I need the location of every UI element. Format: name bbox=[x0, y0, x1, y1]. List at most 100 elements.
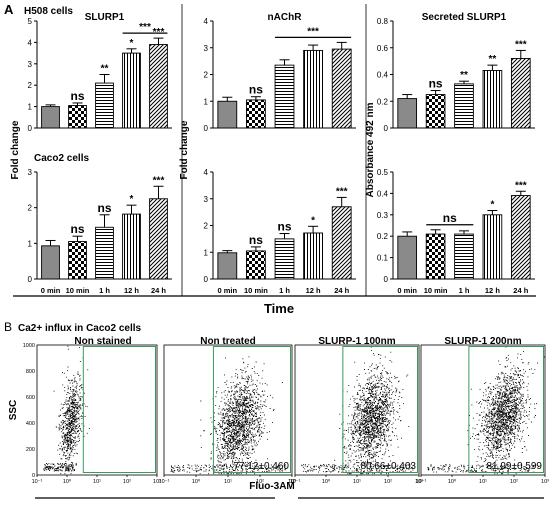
bracket-label: *** bbox=[307, 26, 319, 37]
y-tick-label: 5 bbox=[28, 17, 33, 26]
significance-label: ns bbox=[70, 222, 84, 236]
plot-frame bbox=[420, 344, 546, 476]
x-tick-label: 10¹ bbox=[93, 479, 101, 485]
bar-chart-6: 0 0.1 0.2 0.3 0.4 0.5 0 min 10 min 1 h * 12 h *** 24… bbox=[377, 168, 535, 295]
significance-label: *** bbox=[153, 175, 165, 186]
bar-10-min bbox=[68, 105, 87, 129]
panel-a-letter: A bbox=[4, 2, 14, 17]
category-label: 0 min bbox=[218, 286, 238, 295]
y-tick-label: 3 bbox=[28, 60, 33, 69]
significance-label: ns bbox=[249, 233, 263, 247]
x-tick-label: 10¹ bbox=[353, 479, 361, 485]
fluo-label: Fluo-3AM bbox=[249, 481, 295, 492]
y-tick-label: 2 bbox=[204, 71, 209, 80]
significance-label: * bbox=[130, 194, 134, 205]
y-tick-label: 0 bbox=[384, 124, 389, 133]
bar-12-h bbox=[482, 70, 503, 129]
category-label: 24 h bbox=[334, 286, 349, 295]
gate-box bbox=[468, 346, 545, 473]
category-label: 1 h bbox=[279, 286, 290, 295]
bar-12-h bbox=[303, 49, 323, 129]
y-tick-label: 0.1 bbox=[377, 254, 389, 263]
x-tick-label: 10³ bbox=[288, 479, 296, 485]
gate-box bbox=[212, 346, 291, 473]
gate-percentage: 81.99±0.599 bbox=[486, 461, 542, 472]
y-tick-label: 1000 bbox=[23, 343, 35, 349]
bar-24-h bbox=[149, 44, 168, 129]
plot-title: Non treated bbox=[200, 336, 256, 347]
bar-12-h bbox=[482, 214, 503, 280]
category-label: 12 h bbox=[124, 286, 139, 295]
bar-10-min bbox=[68, 241, 87, 280]
significance-label: ns bbox=[249, 83, 263, 97]
y-tick-label: 2 bbox=[28, 204, 33, 213]
significance-label: ** bbox=[489, 54, 497, 65]
x-tick-label: 10⁻¹ bbox=[32, 479, 43, 485]
bar-10-min bbox=[425, 233, 446, 280]
y-tick-label: 0.4 bbox=[377, 71, 389, 80]
bar-12-h bbox=[122, 213, 141, 280]
ssc-label: SSC bbox=[8, 400, 19, 421]
category-label: 12 h bbox=[306, 286, 321, 295]
bar-1-h bbox=[454, 83, 474, 129]
category-label: 24 h bbox=[513, 286, 528, 295]
y-tick-label: 0.8 bbox=[377, 17, 389, 26]
x-tick-label: 10⁻¹ bbox=[416, 479, 427, 485]
plot-frame bbox=[36, 344, 158, 476]
event-dots bbox=[170, 345, 287, 475]
bar-chart-2: 0 1 2 3 4 nAChR ns *** bbox=[204, 12, 356, 133]
category-label: 10 min bbox=[424, 286, 448, 295]
bar-0-min bbox=[397, 235, 418, 280]
y-label-middle: Fold change bbox=[179, 120, 190, 179]
x-tick-label: 10² bbox=[123, 479, 131, 485]
plot-title: Non stained bbox=[74, 336, 131, 347]
bar-24-h bbox=[510, 195, 531, 280]
category-label: 1 h bbox=[99, 286, 110, 295]
significance-label: * bbox=[130, 38, 134, 49]
y-label-left: Fold change bbox=[10, 120, 21, 179]
y-tick-label: 2 bbox=[204, 222, 209, 231]
flow-plots: Non stained 10⁻¹ 10⁰ 10¹ 10² 10³ 1000 800 600 400… bbox=[23, 336, 549, 485]
category-label: 10 min bbox=[66, 286, 90, 295]
bar-0-min bbox=[217, 100, 238, 129]
bar-24-h bbox=[510, 58, 531, 129]
bar-0-min bbox=[397, 98, 418, 129]
flow-plot-4: SLURP-1 200nm 81.99±0.599 10⁻¹ 10⁰ 10¹ 10² 10³ bbox=[416, 336, 550, 485]
gate-box bbox=[82, 346, 156, 473]
bar-10-min bbox=[246, 99, 266, 129]
y-tick-label: 0 bbox=[204, 275, 209, 284]
category-label: 1 h bbox=[459, 286, 470, 295]
bar-24-h bbox=[149, 198, 168, 280]
gate-percentage: 80.66±0.403 bbox=[360, 461, 416, 472]
significance-label: *** bbox=[515, 180, 527, 191]
bar-10-min bbox=[425, 94, 446, 129]
significance-label: *** bbox=[515, 39, 527, 50]
chart-title: SLURP1 bbox=[85, 12, 125, 23]
x-label-time: Time bbox=[264, 301, 294, 316]
bracket-label: ns bbox=[443, 211, 457, 225]
y-tick-label: 0 bbox=[28, 124, 33, 133]
x-tick-label: 10³ bbox=[415, 479, 423, 485]
x-tick-label: 10² bbox=[510, 479, 518, 485]
significance-label: ns bbox=[429, 77, 443, 91]
event-dots bbox=[427, 345, 545, 475]
y-tick-label: 4 bbox=[204, 17, 209, 26]
y-tick-label: 0.2 bbox=[377, 97, 389, 106]
bar-0-min bbox=[41, 245, 60, 280]
bar-12-h bbox=[122, 52, 141, 129]
x-tick-label: 10⁰ bbox=[63, 478, 72, 485]
flow-plot-3: SLURP-1 100nm 80.66±0.403 10⁻¹ 10⁰ 10¹ 10² 10³ bbox=[290, 336, 424, 485]
y-tick-label: 1 bbox=[28, 103, 33, 112]
y-tick-label: 2 bbox=[28, 81, 33, 90]
bar-10-min bbox=[246, 250, 266, 280]
plot-title: SLURP-1 200nm bbox=[444, 336, 521, 347]
flow-plot-2: Non treated 77.12±0.460 10⁻¹ 10⁰ 10¹ 10² 10³ bbox=[159, 336, 297, 485]
x-tick-label: 10⁻¹ bbox=[290, 479, 301, 485]
y-tick-label: 1 bbox=[204, 97, 209, 106]
category-label: 0 min bbox=[41, 286, 61, 295]
category-label: 0 min bbox=[397, 286, 417, 295]
